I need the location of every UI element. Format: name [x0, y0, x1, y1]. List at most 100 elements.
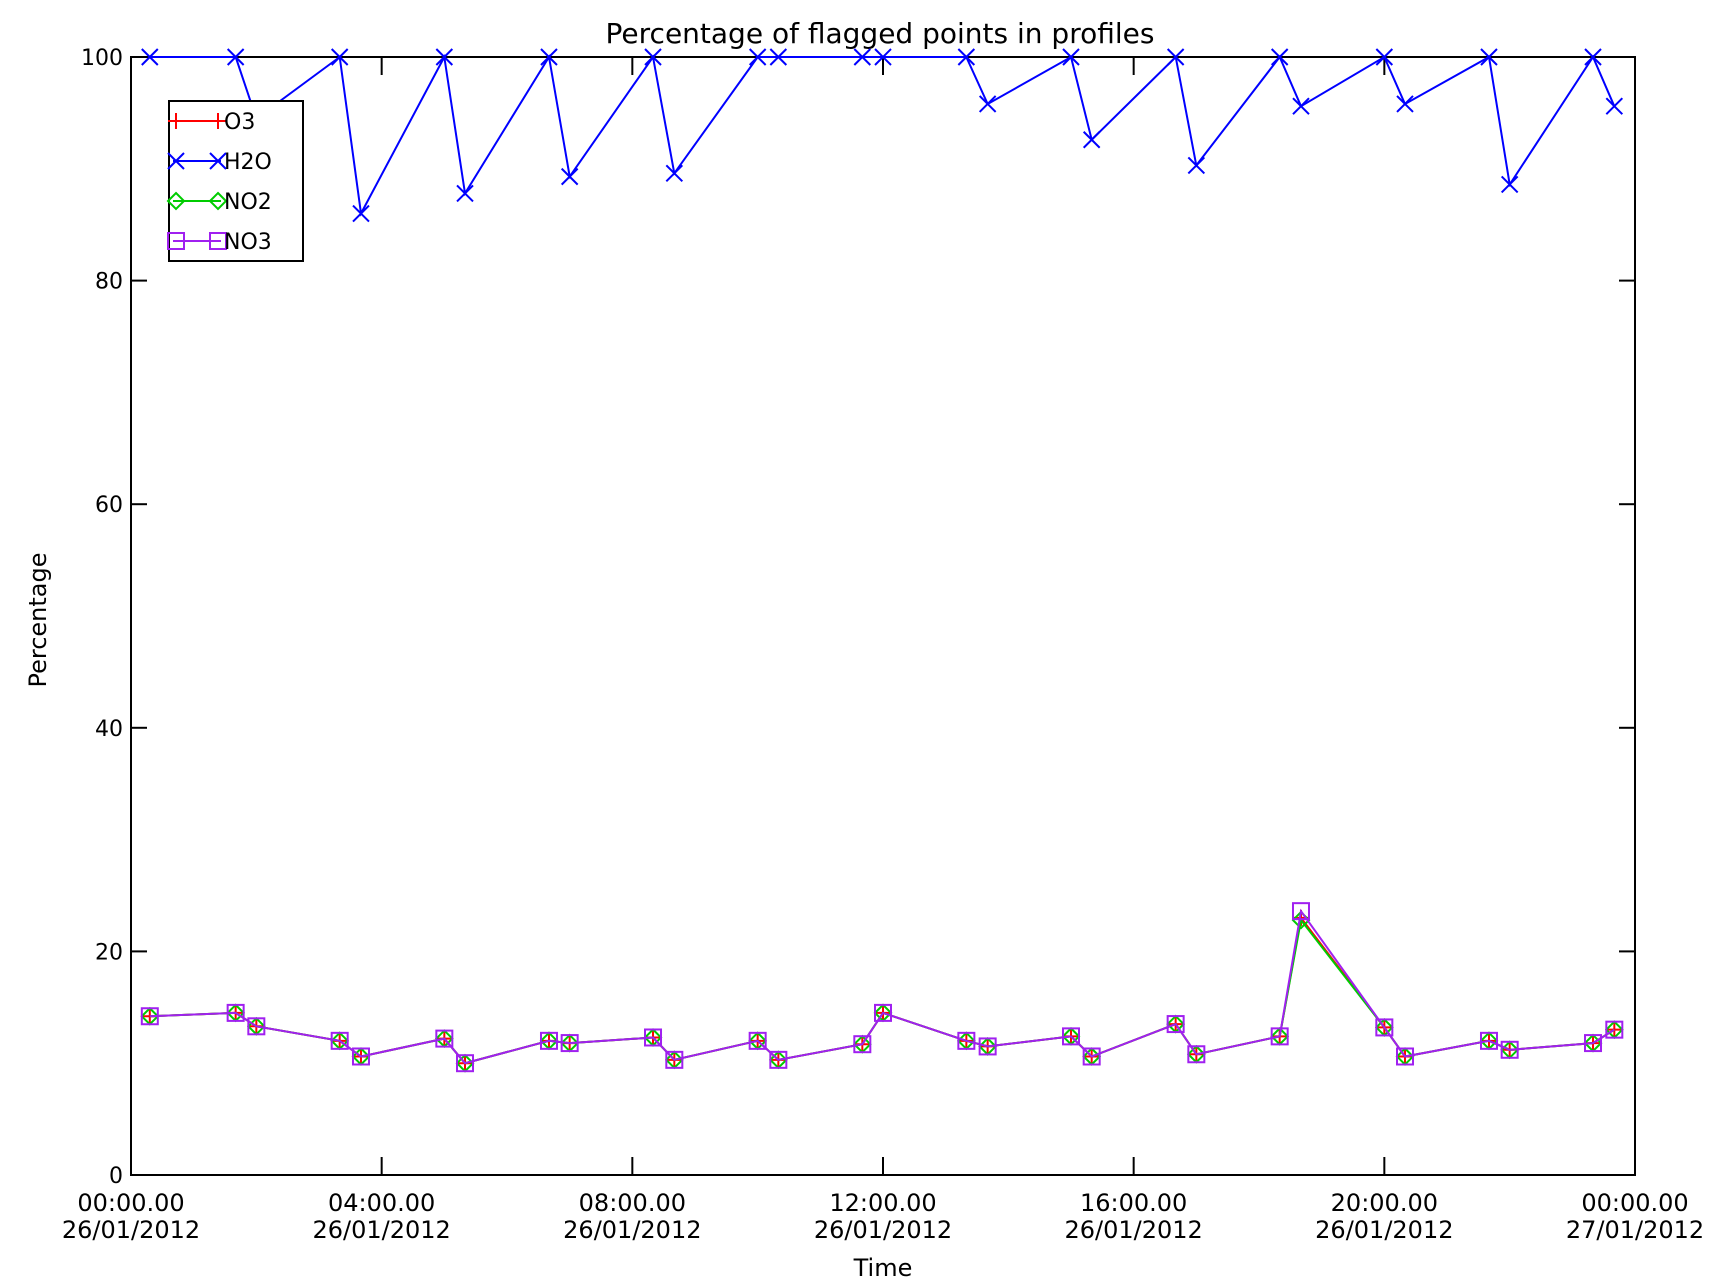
legend-marker-no3	[167, 232, 185, 250]
axis-ticks: 02040608010000:00.0026/01/201204:00.0026…	[62, 46, 1704, 1244]
x-tick-time-label: 12:00.00	[829, 1189, 936, 1217]
series-h2o-point	[1187, 156, 1206, 175]
series-no3-point	[1500, 1040, 1519, 1059]
series-no3-point	[330, 1031, 349, 1050]
series-h2o-point	[644, 48, 662, 66]
series-no3-point	[539, 1031, 558, 1050]
series-no3	[140, 902, 1624, 1073]
series-no3-point	[1584, 1034, 1603, 1053]
x-axis-label: Time	[853, 1254, 913, 1281]
series-h2o-point	[957, 48, 976, 66]
series-no3-point	[1375, 1018, 1394, 1037]
series-h2o-point	[978, 95, 997, 113]
series-no3-point	[435, 1029, 454, 1048]
series-no3-point	[140, 1007, 159, 1026]
series-no3-point	[456, 1054, 475, 1073]
series-h2o-point	[352, 204, 370, 223]
y-tick-label: 80	[95, 270, 123, 295]
series-no3-point	[644, 1028, 663, 1047]
series-h2o-point	[1062, 48, 1080, 66]
x-tick-time-label: 00:00.00	[77, 1189, 184, 1217]
x-tick-date-label: 26/01/2012	[62, 1216, 200, 1244]
series-h2o-point	[560, 167, 579, 186]
legend-label-o3: O3	[224, 110, 255, 135]
series-h2o-point	[1292, 97, 1310, 115]
series-h2o-point	[874, 48, 892, 66]
series-h2o	[141, 48, 1624, 223]
series-layer	[140, 48, 1624, 1073]
legend-marker-o3	[168, 113, 184, 129]
series-no3-point	[560, 1034, 579, 1053]
series-h2o-point	[226, 48, 245, 66]
legend-marker-h2o	[209, 152, 227, 170]
x-tick-time-label: 00:00.00	[1581, 1189, 1688, 1217]
series-no3-point	[1396, 1047, 1415, 1066]
legend: O3 H2O NO2 NO3	[166, 100, 304, 262]
series-no3-point	[1187, 1045, 1206, 1064]
series-h2o-point	[330, 48, 349, 66]
y-tick-label: 100	[81, 46, 123, 71]
x-tick-time-label: 16:00.00	[1080, 1189, 1187, 1217]
x-tick-date-label: 27/01/2012	[1566, 1216, 1704, 1244]
series-no3-line	[149, 908, 1615, 1065]
legend-label-no2: NO2	[224, 190, 272, 215]
series-h2o-point	[1270, 48, 1289, 66]
series-h2o-point	[1584, 48, 1602, 66]
series-h2o-point	[1396, 95, 1414, 113]
series-h2o-point	[435, 48, 454, 66]
y-axis-label: Percentage	[24, 552, 52, 687]
series-no3-point	[1291, 902, 1310, 921]
series-h2o-point	[540, 48, 558, 66]
x-tick-date-label: 26/01/2012	[313, 1216, 451, 1244]
x-tick-date-label: 26/01/2012	[563, 1216, 701, 1244]
series-h2o-point	[748, 48, 767, 66]
series-no3-point	[1166, 1015, 1185, 1034]
legend-label-h2o: H2O	[224, 150, 272, 175]
y-tick-label: 0	[109, 1164, 123, 1189]
y-tick-label: 20	[95, 940, 123, 965]
series-no3-point	[226, 1003, 245, 1022]
legend-box	[168, 100, 304, 262]
legend-marker-o3	[210, 113, 226, 129]
series-no3-point	[1270, 1027, 1289, 1046]
series-h2o-point	[141, 48, 159, 66]
series-h2o-point	[1605, 97, 1624, 115]
y-tick-label: 60	[95, 493, 123, 518]
series-o3-point	[1606, 1021, 1623, 1038]
series-no3-point	[1479, 1031, 1498, 1050]
legend-marker-no2	[166, 191, 186, 211]
x-tick-date-label: 26/01/2012	[814, 1216, 952, 1244]
legend-marker-h2o	[167, 152, 185, 170]
x-tick-time-label: 04:00.00	[328, 1189, 435, 1217]
series-no3-point	[978, 1037, 997, 1056]
series-h2o-point	[456, 184, 474, 203]
series-h2o-point	[665, 164, 684, 182]
x-tick-time-label: 20:00.00	[1331, 1189, 1438, 1217]
x-tick-date-label: 26/01/2012	[1315, 1216, 1453, 1244]
series-no3-point	[1082, 1047, 1101, 1066]
series-h2o-point	[1375, 48, 1394, 66]
x-tick-time-label: 08:00.00	[579, 1189, 686, 1217]
series-no3-point	[748, 1031, 767, 1050]
series-h2o-point	[853, 48, 872, 66]
chart-title: Percentage of flagged points in profiles	[606, 17, 1155, 50]
series-h2o-point	[1500, 175, 1519, 194]
legend-marker-no3	[209, 232, 227, 250]
series-no3-point	[247, 1017, 266, 1036]
legend-label-no3: NO3	[224, 230, 272, 255]
series-h2o-point	[769, 48, 788, 66]
y-tick-label: 40	[95, 717, 123, 742]
series-no3-point	[957, 1031, 976, 1050]
series-no3-point	[665, 1050, 684, 1069]
series-h2o-point	[1480, 48, 1498, 66]
series-no3-point	[874, 1003, 892, 1022]
series-h2o-point	[1166, 48, 1185, 66]
legend-marker-no2	[208, 191, 228, 211]
series-no3-point	[1062, 1027, 1080, 1046]
x-tick-date-label: 26/01/2012	[1065, 1216, 1203, 1244]
series-no3-point	[1605, 1020, 1624, 1039]
series-no3-point	[853, 1035, 872, 1054]
series-no3-point	[769, 1050, 788, 1069]
series-no3-point	[351, 1047, 370, 1066]
